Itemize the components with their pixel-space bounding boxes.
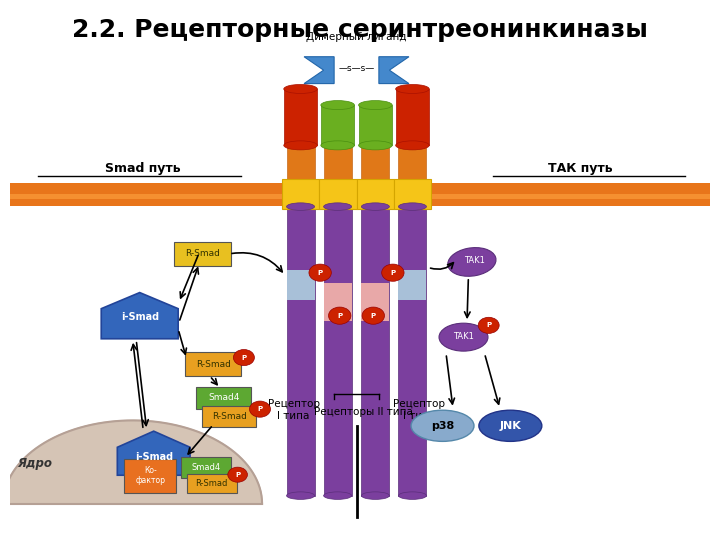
Polygon shape: [117, 431, 190, 475]
Text: Smad4: Smad4: [208, 393, 239, 402]
Text: Ко-
фактор: Ко- фактор: [135, 466, 165, 485]
Text: 2.2. Рецепторные серинтреонинкиназы: 2.2. Рецепторные серинтреонинкиназы: [72, 17, 648, 42]
FancyBboxPatch shape: [394, 179, 431, 210]
Ellipse shape: [361, 492, 390, 500]
FancyBboxPatch shape: [187, 474, 237, 493]
Text: Димерный лиганд: Димерный лиганд: [306, 32, 407, 42]
Text: P: P: [486, 322, 491, 328]
Bar: [287, 207, 315, 496]
FancyBboxPatch shape: [202, 406, 256, 427]
Ellipse shape: [323, 492, 351, 500]
Ellipse shape: [321, 141, 354, 150]
Text: P: P: [318, 269, 323, 276]
Text: Рецепторы II типа: Рецепторы II типа: [314, 407, 413, 417]
Bar: [323, 284, 351, 321]
Circle shape: [233, 349, 254, 366]
Bar: [10, 183, 710, 206]
Polygon shape: [379, 57, 409, 84]
Bar: [361, 284, 390, 321]
Ellipse shape: [396, 141, 429, 150]
Text: Smad путь: Smad путь: [105, 162, 181, 175]
Bar: [323, 207, 351, 496]
Bar: [398, 145, 426, 183]
Circle shape: [382, 264, 404, 281]
Text: R-Smad: R-Smad: [196, 360, 230, 368]
Ellipse shape: [479, 410, 542, 441]
Circle shape: [362, 307, 384, 324]
Ellipse shape: [361, 203, 390, 211]
FancyBboxPatch shape: [181, 457, 231, 478]
Ellipse shape: [323, 203, 351, 211]
Circle shape: [228, 467, 248, 482]
Text: TAK1: TAK1: [453, 332, 474, 341]
Ellipse shape: [398, 492, 426, 500]
Bar: [361, 145, 390, 183]
Circle shape: [478, 318, 499, 333]
Ellipse shape: [411, 410, 474, 441]
FancyBboxPatch shape: [356, 179, 395, 210]
Bar: [10, 194, 710, 199]
Polygon shape: [4, 421, 262, 504]
Polygon shape: [102, 293, 178, 339]
Text: P: P: [235, 471, 240, 478]
Bar: [287, 270, 315, 300]
FancyBboxPatch shape: [185, 352, 241, 376]
Ellipse shape: [396, 84, 429, 93]
FancyBboxPatch shape: [282, 179, 320, 210]
Bar: [321, 105, 354, 145]
Bar: [361, 207, 390, 496]
Text: P: P: [390, 269, 395, 276]
FancyBboxPatch shape: [174, 242, 231, 266]
FancyBboxPatch shape: [125, 458, 176, 493]
Text: R-Smad: R-Smad: [196, 479, 228, 488]
Bar: [398, 270, 426, 300]
Ellipse shape: [398, 203, 426, 211]
Bar: [396, 89, 429, 145]
Text: i-Smad: i-Smad: [135, 452, 173, 462]
Text: P: P: [337, 313, 342, 319]
FancyBboxPatch shape: [197, 387, 251, 409]
Circle shape: [328, 307, 351, 324]
Text: Рецептор
I типа: Рецептор I типа: [268, 399, 320, 421]
Text: R-Smad: R-Smad: [212, 412, 247, 421]
Text: —s—s—: —s—s—: [338, 64, 374, 72]
Text: Ядро: Ядро: [17, 457, 53, 470]
Ellipse shape: [359, 100, 392, 110]
Circle shape: [250, 401, 271, 417]
Bar: [359, 105, 392, 145]
Text: ТАК путь: ТАК путь: [548, 162, 613, 175]
Text: P: P: [371, 313, 376, 319]
Ellipse shape: [321, 100, 354, 110]
Text: p38: p38: [431, 421, 454, 431]
Text: Smad4: Smad4: [192, 463, 221, 472]
Ellipse shape: [359, 141, 392, 150]
Ellipse shape: [439, 323, 488, 351]
Bar: [284, 89, 318, 145]
Ellipse shape: [284, 141, 318, 150]
Text: R-Smad: R-Smad: [185, 249, 220, 258]
Circle shape: [309, 264, 331, 281]
Text: i-Smad: i-Smad: [121, 312, 159, 322]
Text: TAK1: TAK1: [464, 256, 485, 265]
Ellipse shape: [287, 203, 315, 211]
Text: P: P: [241, 355, 246, 361]
Ellipse shape: [287, 492, 315, 500]
Polygon shape: [304, 57, 334, 84]
Bar: [323, 145, 351, 183]
Bar: [287, 145, 315, 183]
Text: P: P: [258, 406, 263, 412]
Ellipse shape: [448, 248, 496, 276]
Bar: [398, 207, 426, 496]
Text: Рецептор
I типа: Рецептор I типа: [393, 399, 446, 421]
FancyBboxPatch shape: [319, 179, 356, 210]
Ellipse shape: [284, 84, 318, 93]
Text: JNK: JNK: [500, 421, 521, 431]
